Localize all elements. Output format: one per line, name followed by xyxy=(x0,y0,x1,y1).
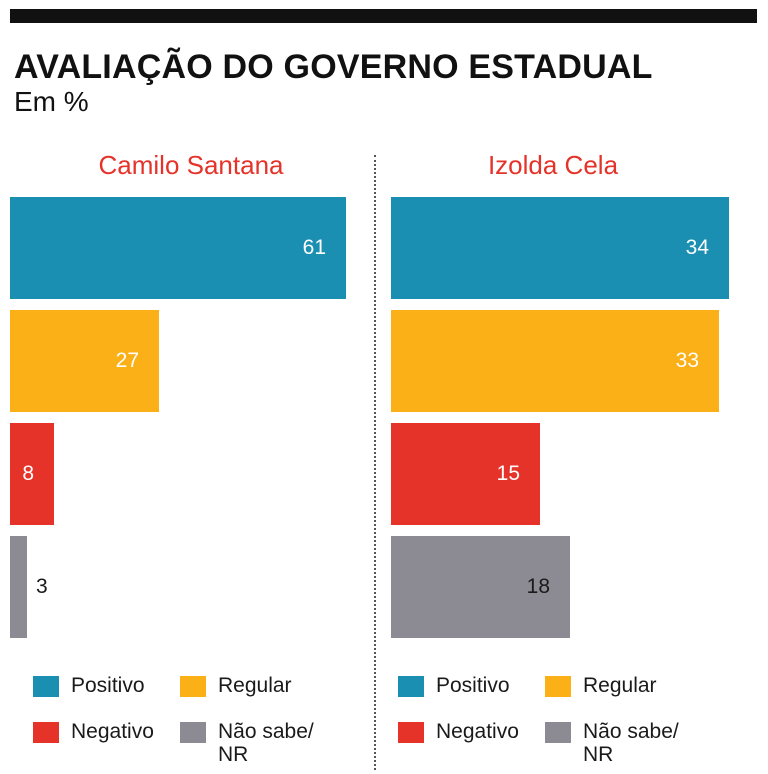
bar-value-label: 33 xyxy=(675,349,699,372)
legend-swatch xyxy=(545,722,571,743)
legend-label: Positivo xyxy=(436,674,510,697)
bar-não-sabe-nr: 3 xyxy=(10,536,48,638)
legend-swatch xyxy=(33,722,59,743)
bar-value-label: 8 xyxy=(22,462,34,485)
bar-não-sabe-nr: 18 xyxy=(391,536,570,638)
panel-divider xyxy=(374,155,376,770)
legend-label: Não sabe/ NR xyxy=(218,720,314,766)
bar-regular: 27 xyxy=(10,310,159,412)
legend-label: Negativo xyxy=(71,720,154,743)
bar-value-label: 34 xyxy=(685,236,709,259)
bar-regular: 33 xyxy=(391,310,719,412)
legend-label: Não sabe/ NR xyxy=(583,720,679,766)
chart-title: AVALIAÇÃO DO GOVERNO ESTADUAL xyxy=(14,48,653,86)
bar-value-label: 27 xyxy=(115,349,139,372)
legend-swatch xyxy=(33,676,59,697)
bar-value-label: 61 xyxy=(302,236,326,259)
legend-label: Positivo xyxy=(71,674,145,697)
bar-positivo: 61 xyxy=(10,197,346,299)
legend-swatch xyxy=(398,722,424,743)
bar-value-label: 3 xyxy=(36,575,48,598)
legend-swatch xyxy=(545,676,571,697)
legend-swatch xyxy=(180,722,206,743)
bar-negativo: 8 xyxy=(10,423,54,525)
panel-title-izolda-cela: Izolda Cela xyxy=(487,150,619,180)
legend-label: Regular xyxy=(583,674,657,697)
legend-swatch xyxy=(180,676,206,697)
bar-value-label: 15 xyxy=(496,462,520,485)
bar-negativo: 15 xyxy=(391,423,540,525)
bar-value-label: 18 xyxy=(526,575,550,598)
bar-positivo: 34 xyxy=(391,197,729,299)
chart-subtitle: Em % xyxy=(14,86,89,117)
top-rule xyxy=(10,9,757,23)
legend-label: Negativo xyxy=(436,720,519,743)
panel-title-camilo-santana: Camilo Santana xyxy=(98,150,284,180)
legend-label: Regular xyxy=(218,674,292,697)
legend-swatch xyxy=(398,676,424,697)
